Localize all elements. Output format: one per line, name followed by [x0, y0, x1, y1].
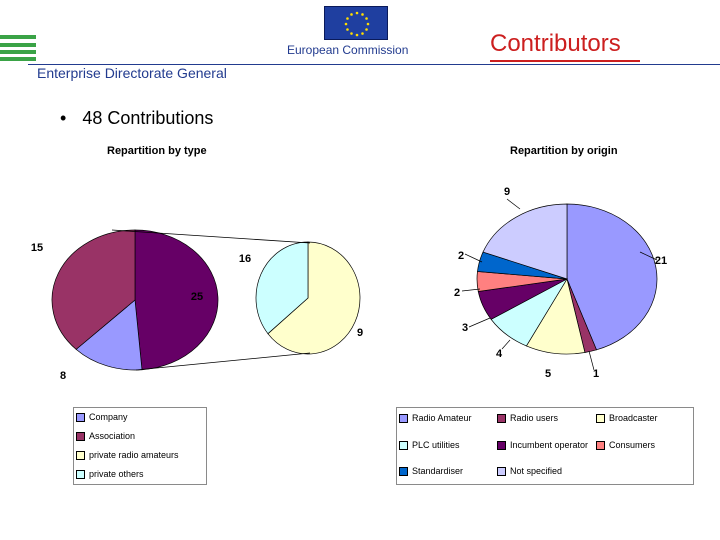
legend-origin: Radio Amateur Radio users Broadcaster PL… — [396, 407, 694, 485]
bullet-point: • 48 Contributions — [60, 108, 213, 129]
detail-slice-2 — [255, 241, 309, 335]
origin-label-radio-amateur: 21 — [655, 255, 667, 267]
chart-title-type: Repartition by type — [107, 145, 207, 157]
title-underline — [490, 60, 640, 62]
detail-label-1: 16 — [239, 253, 251, 265]
eu-stars-icon — [344, 11, 370, 37]
chart-title-origin: Repartition by origin — [510, 145, 618, 157]
legend-item-company: Company — [76, 412, 128, 423]
connector-line — [135, 352, 311, 371]
legend-swatch — [76, 451, 85, 461]
legend-swatch — [76, 432, 85, 442]
slide-title: Contributors — [490, 30, 621, 57]
eu-star-icon — [350, 13, 353, 16]
header-stripe — [0, 50, 36, 54]
header-stripe — [0, 35, 36, 39]
eu-star-icon — [350, 32, 353, 35]
eu-flag-logo — [324, 6, 388, 40]
legend-item-consumers: Consumers — [596, 440, 655, 451]
origin-label-standardiser: 2 — [458, 250, 464, 262]
origin-label-consumers: 2 — [454, 287, 460, 299]
legend-swatch — [76, 470, 85, 480]
eu-star-icon — [355, 33, 359, 37]
eu-star-icon — [366, 22, 370, 26]
label-leader-line — [468, 317, 491, 328]
header-stripe — [0, 57, 36, 61]
pie-origin — [476, 203, 658, 355]
pie-slice-radio-amateur — [566, 203, 658, 351]
legend-item-standardiser: Standardiser — [399, 466, 463, 477]
label-leader-line — [588, 350, 595, 371]
type-label-company: 8 — [60, 370, 66, 382]
organization-name: European Commission — [287, 43, 409, 57]
pie-slice-not-specified — [482, 203, 568, 280]
legend-swatch — [399, 441, 408, 451]
eu-star-icon — [344, 22, 348, 26]
legend-swatch — [497, 414, 506, 424]
eu-star-icon — [355, 11, 359, 15]
label-leader-line — [501, 339, 511, 350]
legend-type: Company Association private radio amateu… — [73, 407, 207, 485]
legend-swatch — [399, 414, 408, 424]
legend-swatch — [596, 441, 605, 451]
legend-item-private-radio-amateurs: private radio amateurs — [76, 450, 179, 461]
legend-swatch — [596, 414, 605, 424]
pie-type-detail — [255, 241, 361, 355]
label-leader-line — [639, 251, 658, 261]
eu-star-icon — [361, 13, 364, 16]
eu-star-icon — [365, 17, 368, 20]
origin-label-broadcaster: 5 — [545, 368, 551, 380]
label-leader-line — [506, 198, 521, 210]
legend-item-association: Association — [76, 431, 135, 442]
legend-item-incumbent-operator: Incumbent operator — [497, 440, 588, 451]
legend-swatch — [497, 467, 506, 477]
detail-label-2: 9 — [357, 327, 363, 339]
label-leader-line — [461, 288, 481, 292]
pie-slice-association — [51, 229, 136, 350]
pie-type — [51, 229, 219, 371]
legend-item-radio-users: Radio users — [497, 413, 558, 424]
connector-line — [111, 229, 311, 244]
legend-item-private-others: private others — [76, 469, 144, 480]
origin-label-incumbent-operator: 3 — [462, 322, 468, 334]
label-leader-line — [464, 253, 483, 263]
legend-swatch — [399, 467, 408, 477]
pie-slice-association-dark — [134, 229, 219, 371]
legend-item-not-specified: Not specified — [497, 466, 562, 477]
eu-star-icon — [365, 28, 368, 31]
origin-label-radio-users: 1 — [593, 368, 599, 380]
header-stripe — [0, 43, 36, 47]
header-divider — [28, 64, 720, 65]
eu-star-icon — [346, 28, 349, 31]
legend-item-broadcaster: Broadcaster — [596, 413, 658, 424]
bullet-icon: • — [60, 108, 67, 128]
type-label-association: 25 — [191, 291, 203, 303]
origin-label-plc-utilities: 4 — [496, 348, 503, 360]
legend-swatch — [76, 413, 85, 423]
bullet-text: 48 Contributions — [82, 108, 214, 128]
eu-star-icon — [346, 17, 349, 20]
legend-swatch — [497, 441, 506, 451]
detail-slice-1 — [267, 241, 361, 355]
legend-item-radio-amateur: Radio Amateur — [399, 413, 472, 424]
legend-item-plc-utilities: PLC utilities — [399, 440, 460, 451]
type-label-association-dark: 15 — [31, 242, 43, 254]
directorate-name: Enterprise Directorate General — [37, 65, 227, 81]
origin-label-not-specified: 9 — [504, 186, 510, 198]
eu-star-icon — [361, 32, 364, 35]
breakdown-connectors — [111, 229, 311, 371]
